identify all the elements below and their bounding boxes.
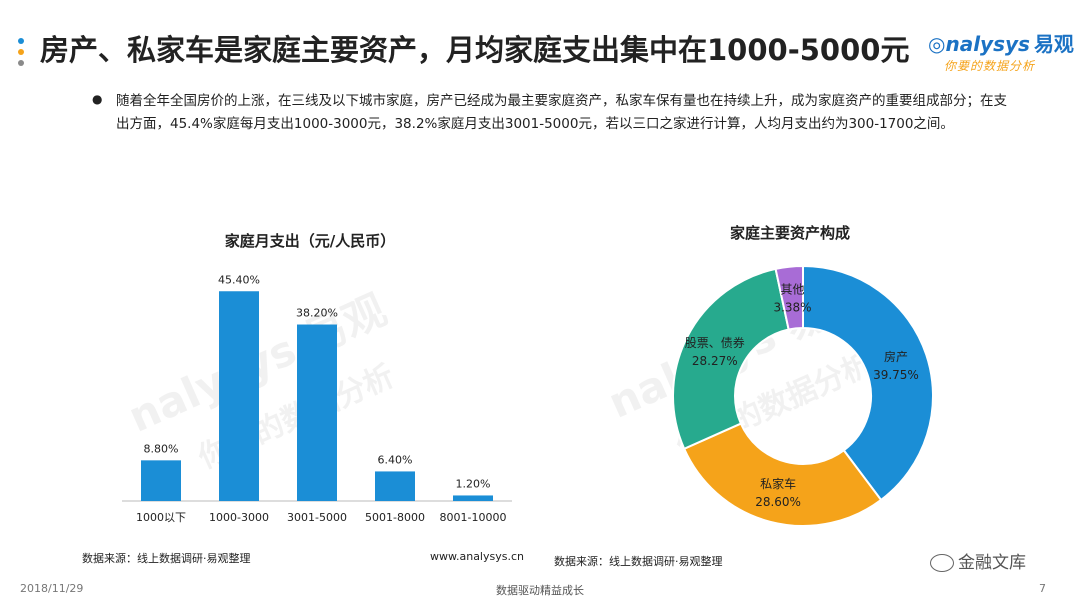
donut-slice-2 [672, 267, 790, 451]
bar-2 [297, 324, 337, 501]
donut-slice-0 [802, 264, 934, 502]
x-tick-label-2: 3001-5000 [287, 511, 347, 524]
bar-value-label-3: 6.40% [378, 453, 413, 466]
wechat-icon [930, 554, 954, 572]
logo-brand: nalysys [945, 32, 1030, 56]
logo-mark-icon: ◎ [928, 32, 946, 56]
source-url[interactable]: www.analysys.cn [430, 550, 524, 563]
bar-4 [453, 495, 493, 501]
footer-date: 2018/11/29 [20, 582, 84, 595]
bar-value-label-0: 8.80% [144, 442, 179, 455]
x-tick-label-1: 1000-3000 [209, 511, 269, 524]
slice-value-1: 28.60% [755, 495, 801, 509]
bar-chart-title: 家庭月支出（元/人民币） [224, 232, 396, 250]
slice-label-0: 房产 [884, 349, 908, 364]
x-tick-label-3: 5001-8000 [365, 511, 425, 524]
page-number: 7 [1039, 582, 1046, 595]
page-title: 房产、私家车是家庭主要资产，月均家庭支出集中在1000-5000元 [40, 33, 910, 67]
source-right: 数据来源：线上数据调研·易观整理 [554, 555, 723, 568]
donut-chart-title: 家庭主要资产构成 [729, 224, 850, 242]
x-tick-label-0: 1000以下 [136, 511, 186, 524]
title-decoration [18, 38, 26, 71]
slice-value-0: 39.75% [873, 368, 919, 382]
badge-text: 金融文库 [958, 553, 1026, 573]
slice-value-2: 28.27% [692, 354, 738, 368]
slice-label-3: 其他 [780, 283, 804, 297]
logo-brand-cn: 易观 [1033, 32, 1074, 56]
bar-value-label-4: 1.20% [456, 477, 491, 490]
bar-value-label-2: 38.20% [296, 307, 338, 320]
slice-label-1: 私家车 [760, 476, 796, 491]
bar-value-label-1: 45.40% [218, 273, 260, 286]
logo-slogan: 你要的数据分析 [944, 59, 1036, 73]
x-tick-label-4: 8001-10000 [440, 511, 507, 524]
footer-slogan: 数据驱动精益成长 [496, 584, 584, 597]
source-left: 数据来源：线上数据调研·易观整理 [82, 552, 251, 565]
intro-paragraph: 随着全年全国房价的上涨，在三线及以下城市家庭，房产已经成为最主要家庭资产，私家车… [116, 93, 1007, 132]
donut-slice-3 [774, 264, 804, 331]
bar-1 [219, 291, 259, 501]
bar-3 [375, 471, 415, 501]
bar-0 [141, 460, 181, 501]
slice-label-2: 股票、债券 [685, 335, 745, 350]
donut-slice-1 [682, 422, 883, 527]
bullet-icon: ● [92, 92, 103, 106]
analysys-logo: ◎nalysys 易观 你要的数据分析 [928, 28, 1074, 78]
slice-value-3: 3.38% [773, 301, 811, 315]
wechat-badge: 金融文库 [930, 548, 1026, 573]
